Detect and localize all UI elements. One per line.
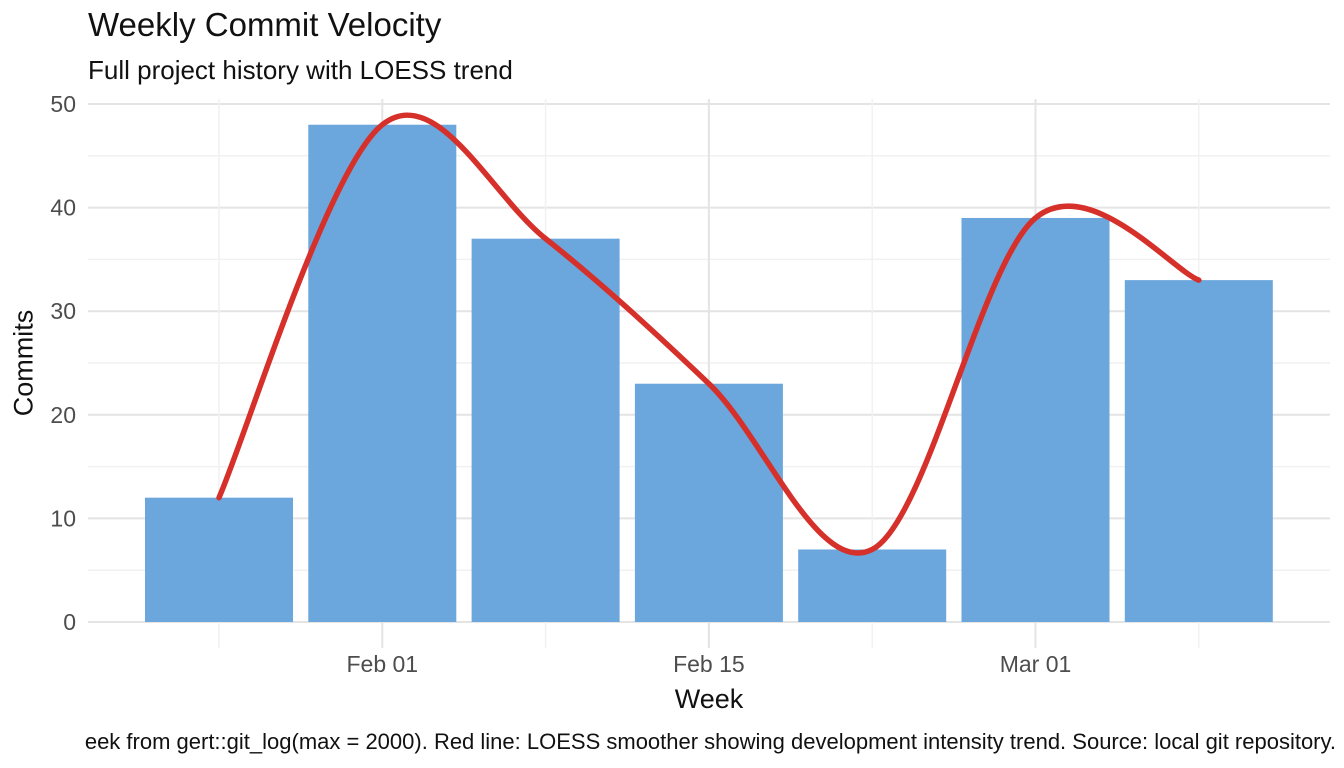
x-tick-label: Feb 01	[346, 651, 418, 677]
x-axis-title: Week	[674, 684, 744, 714]
y-axis-title: Commits	[8, 309, 39, 417]
caption: eek from gert::git_log(max = 2000). Red …	[84, 729, 1336, 754]
bar	[471, 238, 620, 622]
bar	[1124, 280, 1273, 622]
x-tick-label: Mar 01	[1000, 651, 1072, 677]
chart-title: Weekly Commit Velocity	[88, 6, 442, 43]
bar	[634, 383, 783, 622]
bar	[308, 124, 457, 622]
y-tick-label: 40	[50, 195, 76, 221]
y-tick-label: 0	[63, 609, 76, 635]
chart-subtitle: Full project history with LOESS trend	[88, 55, 513, 85]
y-tick-label: 20	[50, 402, 76, 428]
trend-line	[216, 112, 1202, 556]
y-tick-label: 30	[50, 298, 76, 324]
y-tick-label: 50	[50, 91, 76, 117]
bar	[961, 217, 1110, 622]
x-tick-label: Feb 15	[673, 651, 745, 677]
bar	[798, 549, 947, 622]
y-tick-label: 10	[50, 505, 76, 531]
bar	[145, 497, 293, 622]
